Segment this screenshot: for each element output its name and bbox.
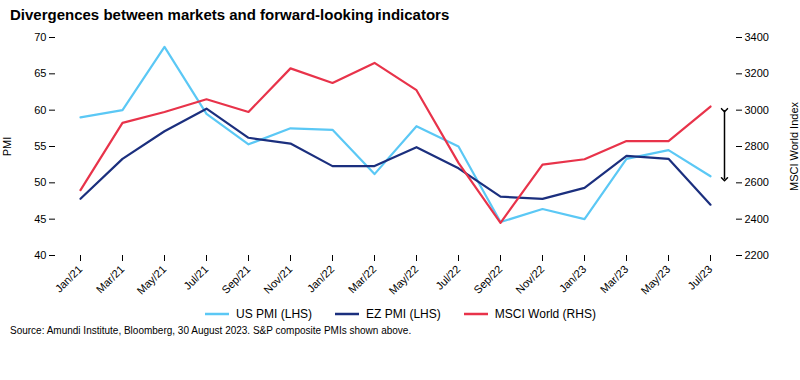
html-text:EZ PMI (LHS): EZ PMI (LHS): [366, 307, 441, 321]
svg-text:2600: 2600: [745, 176, 769, 188]
svg-text:40: 40: [34, 249, 46, 261]
svg-text:Mar/21: Mar/21: [94, 263, 127, 296]
svg-text:Nov/22: Nov/22: [513, 263, 546, 296]
svg-text:65: 65: [34, 67, 46, 79]
svg-text:MSCI World Index: MSCI World Index: [788, 101, 800, 191]
html-text:Source: Amundi Institute, Bloo: Source: Amundi Institute, Bloomberg, 30 …: [10, 325, 412, 336]
svg-text:50: 50: [34, 176, 46, 188]
svg-text:Jan/21: Jan/21: [53, 263, 85, 295]
svg-text:PMI: PMI: [1, 137, 13, 157]
svg-text:Nov/21: Nov/21: [261, 263, 294, 296]
html-text:US PMI (LHS): US PMI (LHS): [236, 307, 313, 321]
svg-text:May/22: May/22: [386, 263, 420, 297]
svg-text:Jan/22: Jan/22: [305, 263, 337, 295]
svg-text:Jul/22: Jul/22: [433, 263, 462, 292]
svg-text:3400: 3400: [745, 31, 769, 43]
svg-text:3000: 3000: [745, 104, 769, 116]
svg-text:70: 70: [34, 31, 46, 43]
svg-text:Jul/21: Jul/21: [181, 263, 210, 292]
svg-text:Jul/23: Jul/23: [685, 263, 714, 292]
svg-text:May/23: May/23: [638, 263, 672, 297]
svg-text:Mar/23: Mar/23: [598, 263, 631, 296]
svg-text:2400: 2400: [745, 213, 769, 225]
svg-text:2800: 2800: [745, 140, 769, 152]
svg-text:Jan/23: Jan/23: [557, 263, 589, 295]
svg-text:2200: 2200: [745, 249, 769, 261]
svg-text:60: 60: [34, 104, 46, 116]
html-text:MSCI World (RHS): MSCI World (RHS): [494, 307, 596, 321]
svg-text:55: 55: [34, 140, 46, 152]
svg-text:May/21: May/21: [134, 263, 168, 297]
svg-text:Sep/21: Sep/21: [219, 263, 252, 296]
svg-text:3200: 3200: [745, 67, 769, 79]
svg-text:45: 45: [34, 213, 46, 225]
html-text:Divergences between markets an: Divergences between markets and forward-…: [10, 6, 450, 23]
svg-text:Sep/22: Sep/22: [471, 263, 504, 296]
svg-text:Mar/22: Mar/22: [346, 263, 379, 296]
